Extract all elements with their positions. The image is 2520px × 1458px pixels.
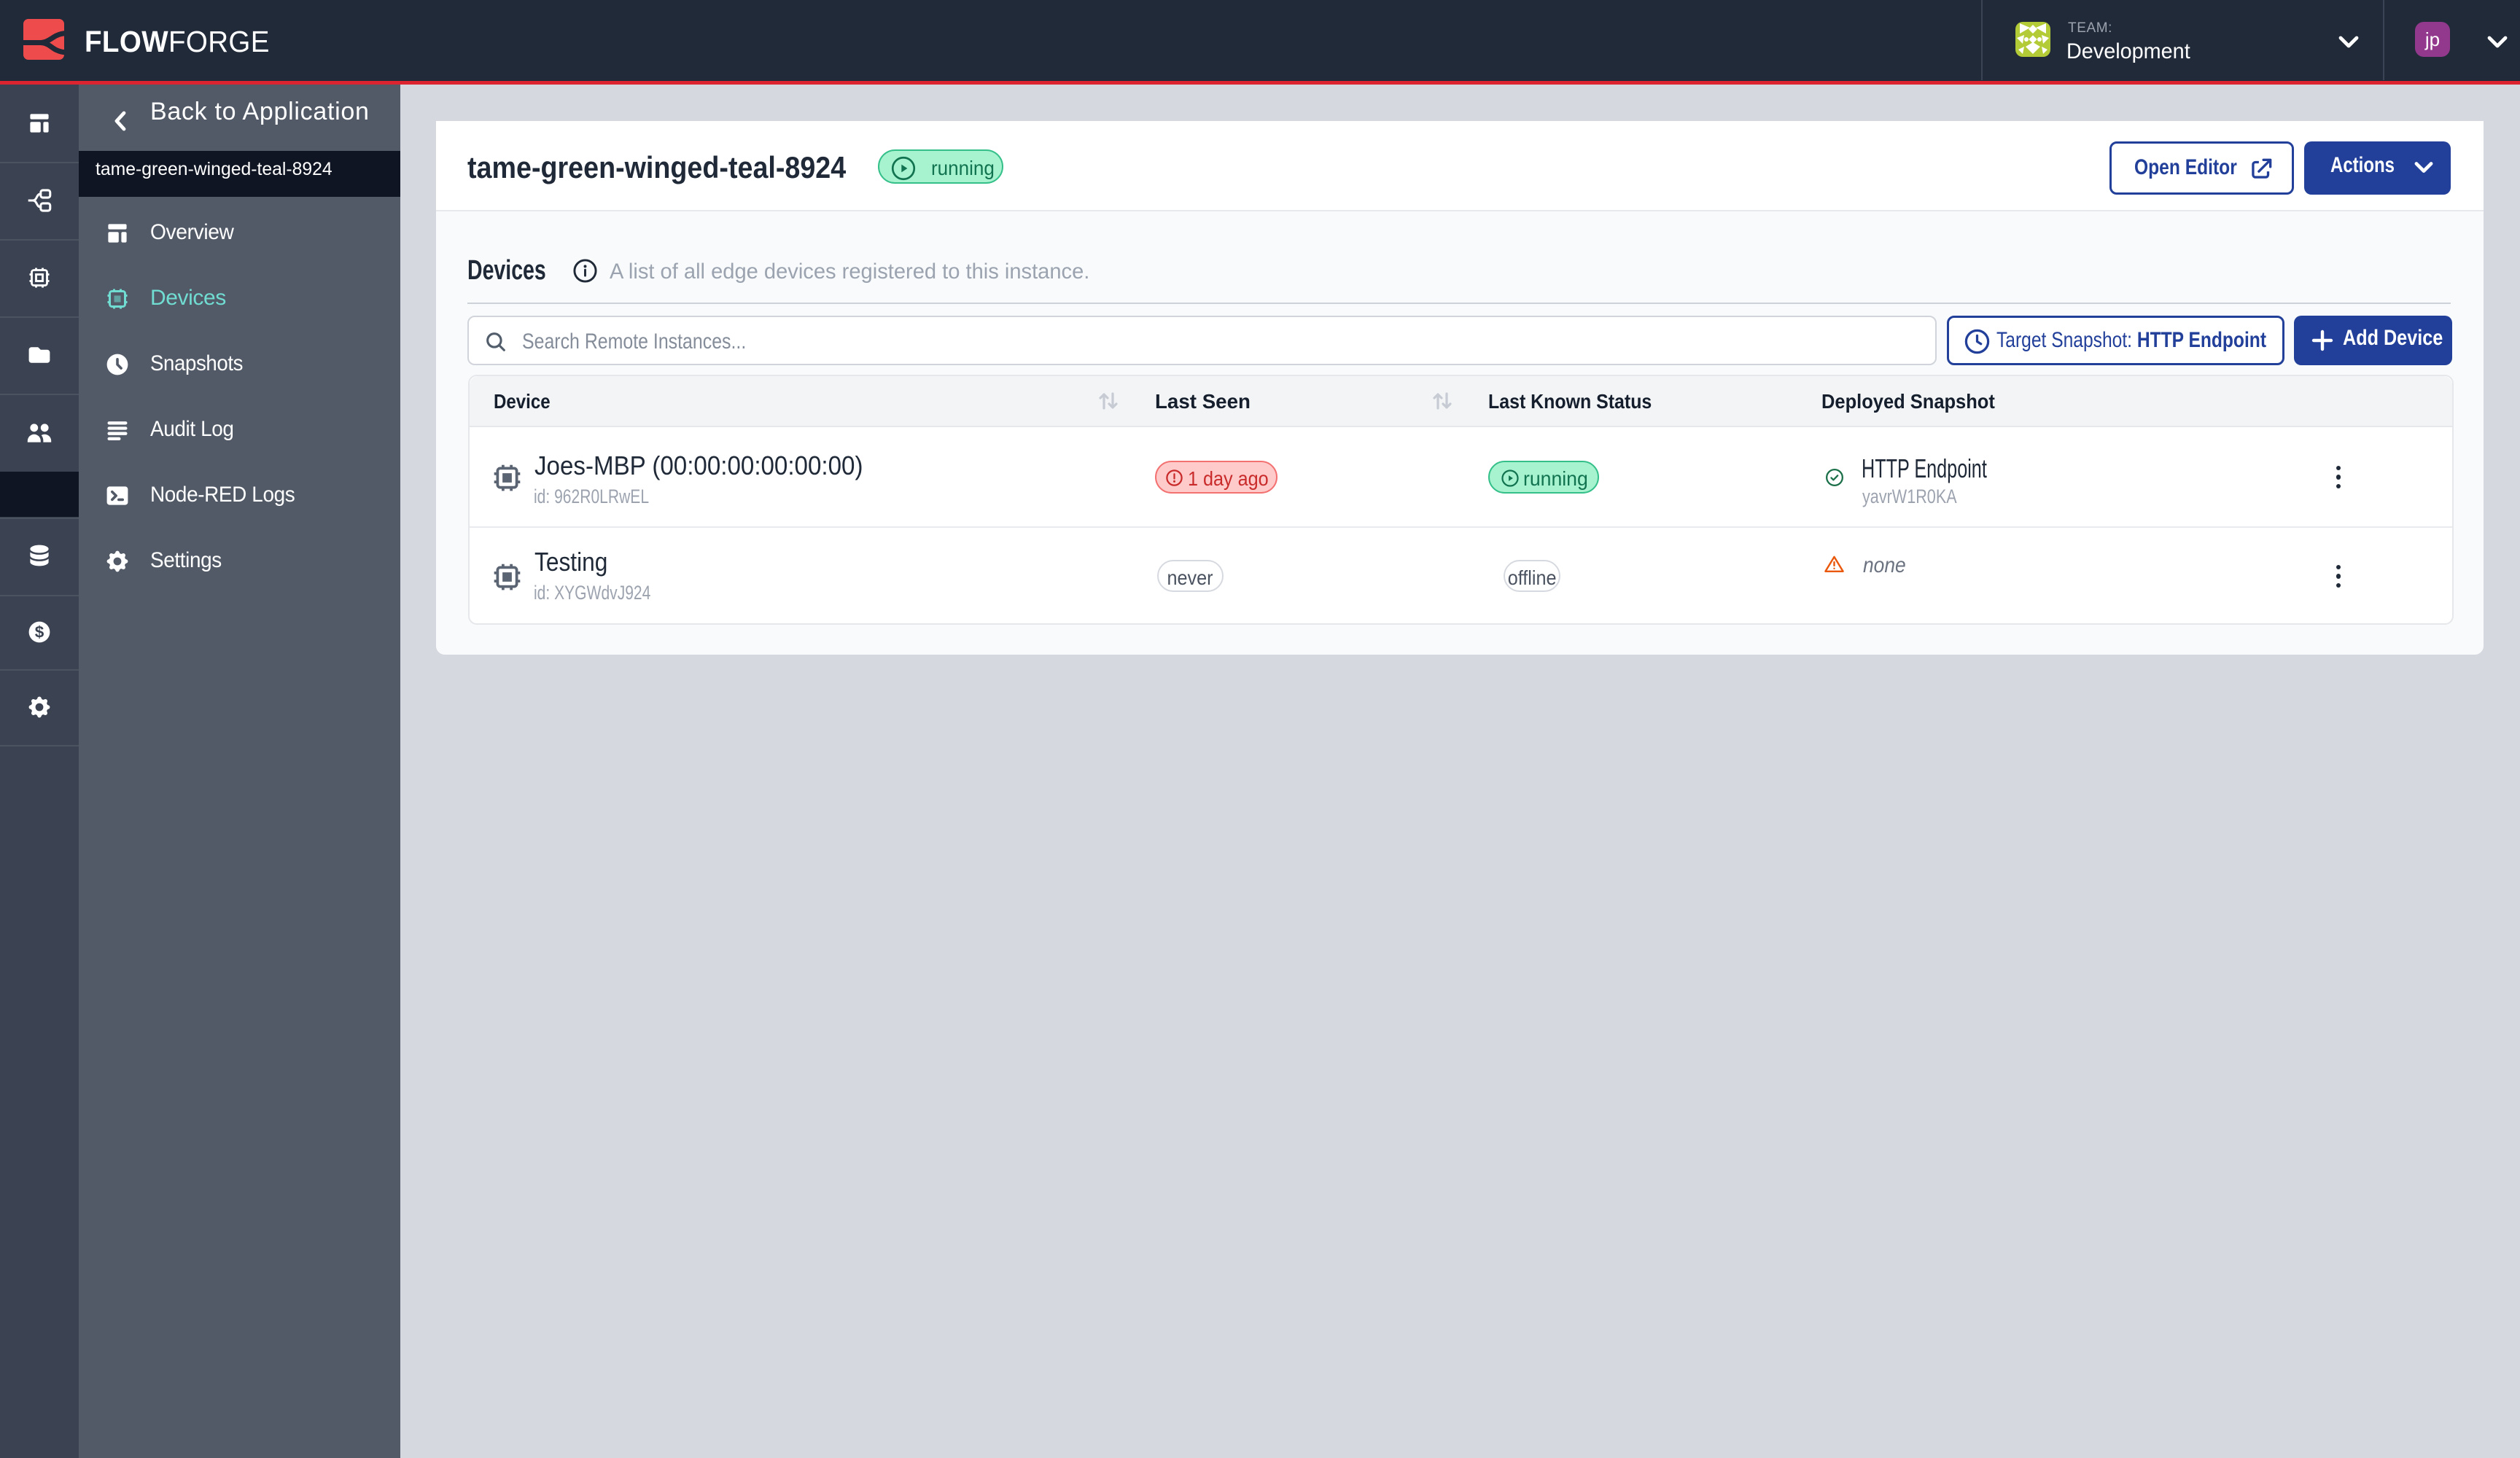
svg-text:$: $ bbox=[35, 623, 44, 642]
